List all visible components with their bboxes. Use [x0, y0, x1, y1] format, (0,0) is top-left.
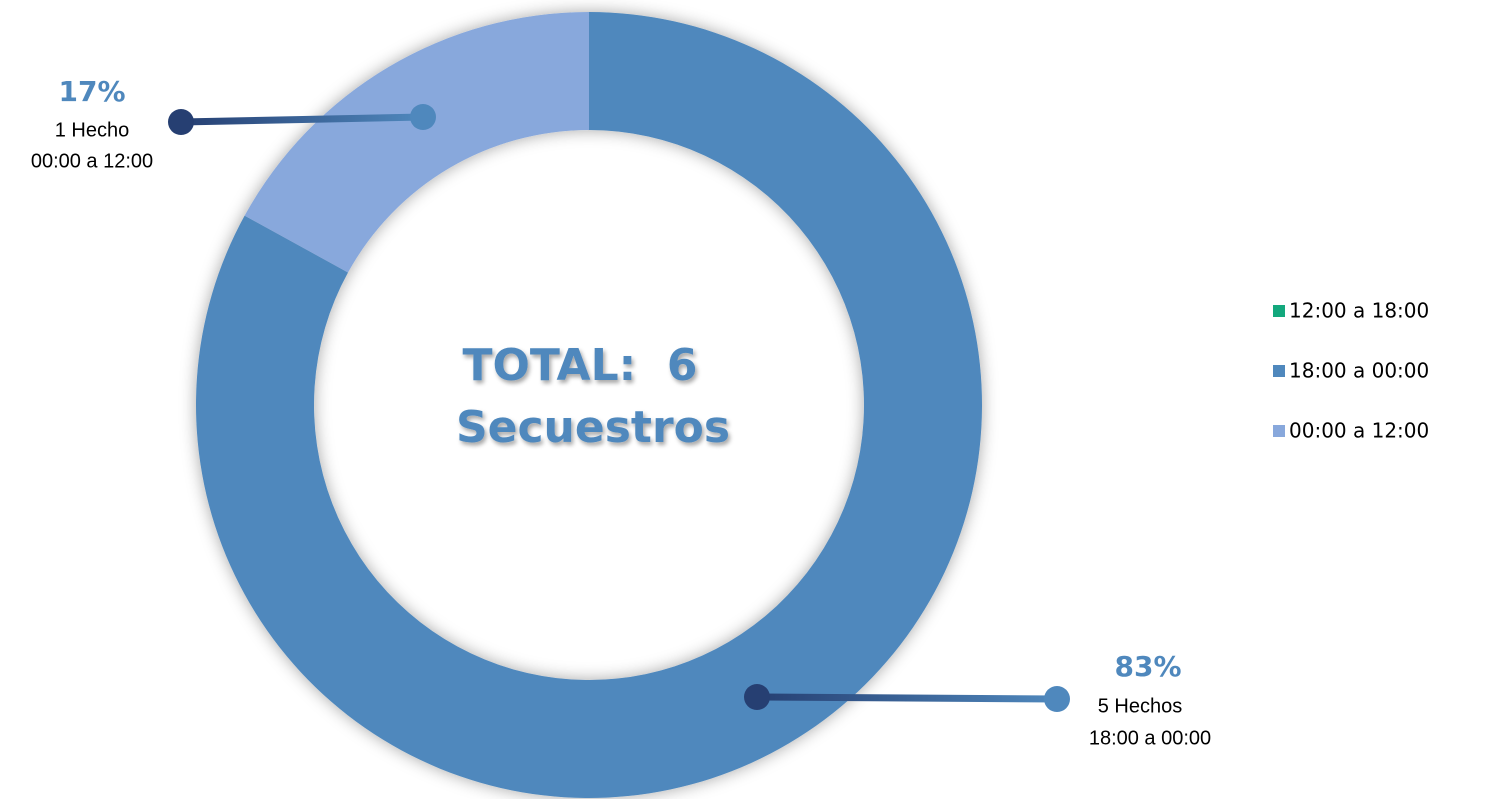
leader-dot: [744, 684, 770, 710]
leader-dot: [168, 109, 194, 135]
leader-line: [180, 113, 424, 126]
category-label: 18:00 a 00:00: [1089, 727, 1211, 749]
data-label: 17%: [58, 75, 125, 108]
legend-swatch: [1273, 365, 1285, 377]
center-subtitle: Secuestros: [456, 402, 730, 453]
category-label: 00:00 a 12:00: [31, 150, 153, 172]
donut-slice: [195, 12, 983, 798]
leader-dot: [1044, 686, 1070, 712]
leader-dot: [410, 104, 436, 130]
legend-label: 12:00 a 18:00: [1289, 299, 1429, 323]
donut-slice: [244, 12, 589, 273]
center-title: TOTAL: 6: [463, 340, 698, 391]
count-label: 1 Hecho: [55, 119, 130, 141]
legend: 12:00 a 18:00 18:00 a 00:00 00:00 a 12:00: [1273, 299, 1429, 443]
legend-swatch: [1273, 425, 1285, 437]
legend-swatch: [1273, 305, 1285, 317]
legend-label: 18:00 a 00:00: [1289, 359, 1429, 383]
donut: [195, 12, 983, 798]
count-label: 5 Hechos: [1098, 695, 1183, 717]
data-label: 83%: [1114, 650, 1181, 683]
leader-line: [756, 693, 1058, 703]
legend-label: 00:00 a 12:00: [1289, 419, 1429, 443]
